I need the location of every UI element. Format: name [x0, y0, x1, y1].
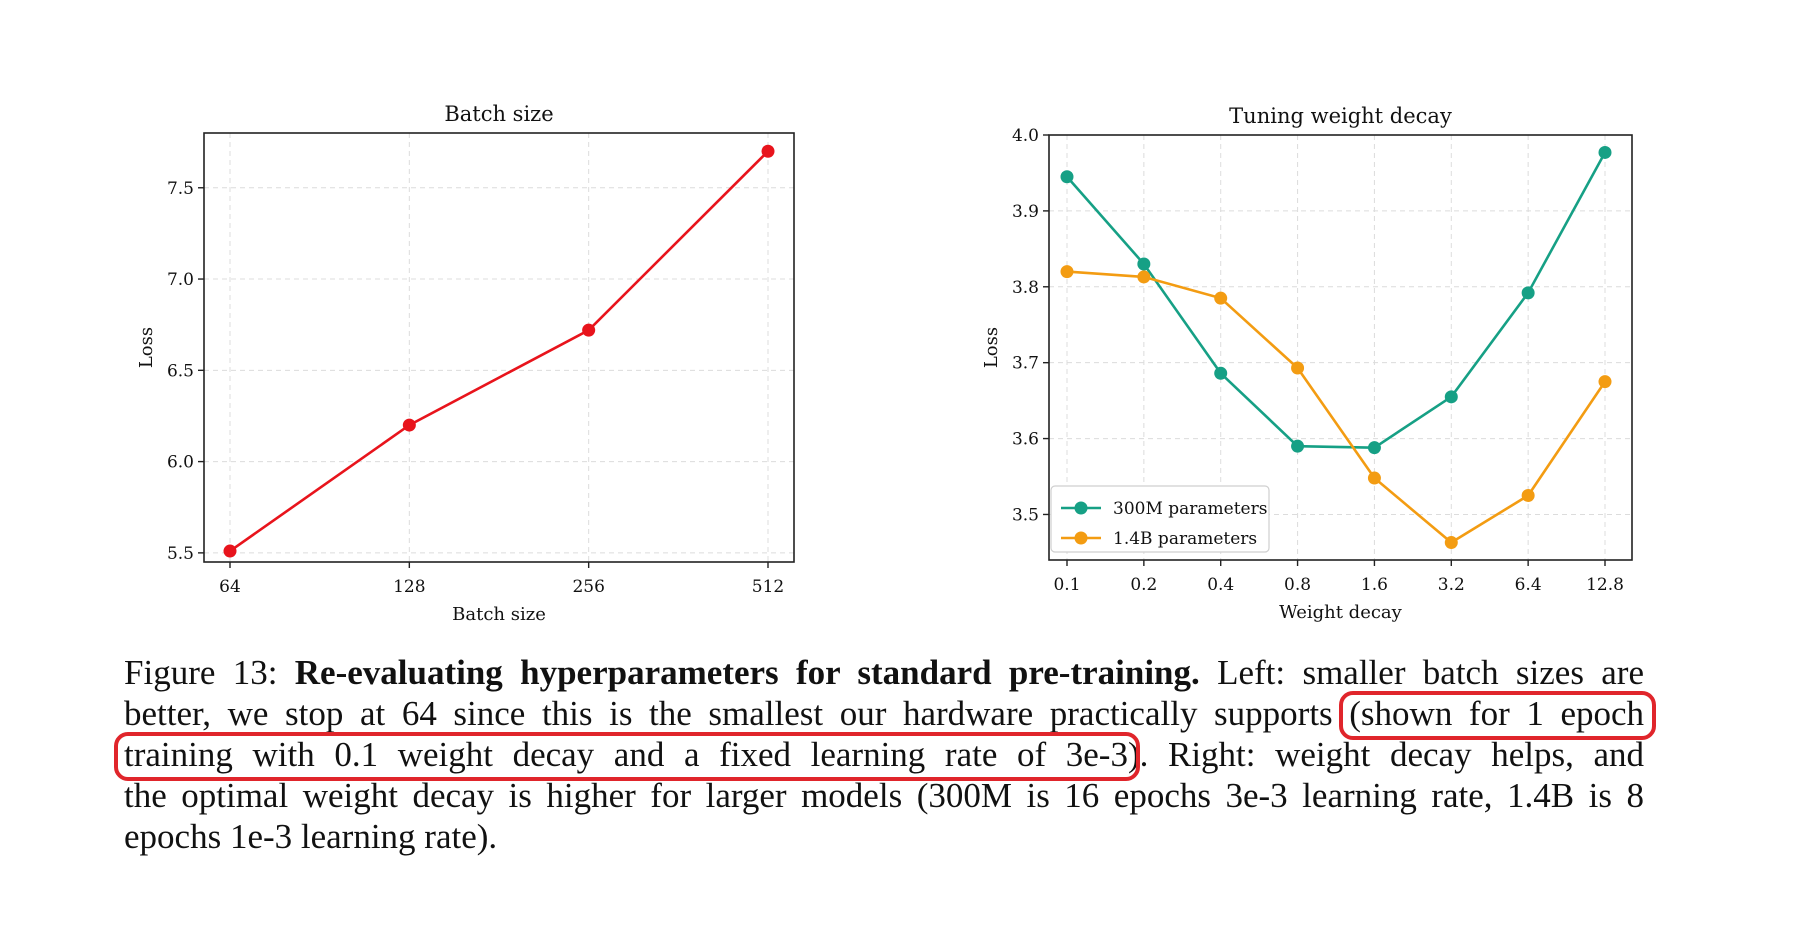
caption-bold-title: Re-evaluating hyperparameters for standa…	[294, 653, 1200, 692]
chart-title: Tuning weight decay	[1229, 104, 1452, 128]
y-tick-label: 3.8	[1012, 278, 1039, 298]
data-point	[1060, 265, 1074, 279]
caption-text: epochs 1e-3 learning rate).	[124, 817, 498, 856]
x-tick-label: 256	[572, 577, 604, 597]
x-tick-label: 128	[393, 577, 425, 597]
data-point	[1521, 488, 1535, 502]
weight-decay-chart: 0.1 0.2 0.4 0.8 1.6 3.2 6.4 12.8 3.5 3.6 3.7 3.8 3.9…	[981, 104, 1633, 623]
data-point	[223, 544, 237, 558]
x-tick-label: 512	[752, 577, 784, 597]
data-point	[1521, 286, 1535, 300]
y-tick-label: 6.5	[167, 361, 194, 381]
caption-text: the optimal weight decay is higher for l…	[124, 776, 1644, 815]
data-point	[1367, 441, 1381, 455]
highlighted-text: training with 0.1 weight decay and a fix…	[124, 735, 1128, 774]
figure-caption: Figure 13: Re-evaluating hyperparameters…	[124, 652, 1644, 857]
x-axis-label: Weight decay	[1279, 602, 1403, 623]
data-point	[1444, 390, 1458, 404]
caption-text: Left: smaller batch sizes are	[1217, 653, 1644, 692]
data-point	[1598, 145, 1612, 159]
y-tick-label: 6.0	[167, 453, 194, 473]
x-tick-label: 64	[219, 577, 241, 597]
y-axis-label: Loss	[136, 327, 157, 368]
x-axis-label: Batch size	[452, 604, 546, 625]
series-line	[229, 150, 769, 553]
x-tick-label: 6.4	[1515, 575, 1542, 595]
data-point	[402, 418, 416, 432]
data-point	[1137, 270, 1151, 284]
figure-13-charts: 64 128 256 512 5.5 6.0 6.5 7.0 7.5 Batch size Batc…	[136, 102, 1633, 625]
y-tick-label: 7.5	[167, 179, 194, 199]
x-tick-label: 0.1	[1053, 575, 1080, 595]
legend-marker	[1074, 531, 1088, 545]
y-tick-label: 7.0	[167, 270, 194, 290]
data-point	[1060, 170, 1074, 184]
x-tick-label: 0.2	[1130, 575, 1157, 595]
y-tick-label: 3.9	[1012, 202, 1039, 222]
legend-marker	[1074, 501, 1088, 515]
x-tick-label: 0.4	[1207, 575, 1234, 595]
chart-title: Batch size	[444, 102, 553, 126]
data-point	[1598, 375, 1612, 389]
y-tick-label: 5.5	[167, 544, 194, 564]
x-tick-label: 12.8	[1586, 575, 1624, 595]
plot-frame	[203, 132, 795, 563]
y-axis-label: Loss	[981, 327, 1002, 368]
legend-label: 1.4B parameters	[1113, 529, 1257, 549]
plot-frame	[1048, 134, 1633, 561]
x-tick-label: 0.8	[1284, 575, 1311, 595]
series-line	[1066, 151, 1607, 449]
data-point	[1367, 471, 1381, 485]
data-point	[582, 323, 596, 337]
data-point	[1444, 536, 1458, 550]
caption-text: better, we stop at 64 since this is the …	[124, 694, 1333, 733]
caption-line-4: the optimal weight decay is higher for l…	[124, 775, 1644, 816]
x-tick-label: 1.6	[1361, 575, 1388, 595]
data-point	[1137, 257, 1151, 271]
y-tick-label: 3.5	[1012, 505, 1039, 525]
legend-box	[1050, 485, 1270, 553]
data-point	[1214, 291, 1228, 305]
y-tick-label: 3.7	[1012, 354, 1039, 374]
data-point	[1291, 361, 1305, 375]
data-point	[1291, 439, 1305, 453]
data-point	[1214, 366, 1228, 380]
legend-label: 300M parameters	[1113, 499, 1267, 519]
caption-text: ). Right: weight decay helps, and	[1127, 735, 1644, 774]
figure-label: Figure 13:	[124, 653, 278, 692]
highlighted-text: (shown for 1 epoch	[1349, 694, 1645, 733]
y-tick-label: 4.0	[1012, 126, 1039, 146]
caption-line-1: Figure 13: Re-evaluating hyperparameters…	[124, 652, 1644, 693]
x-tick-label: 3.2	[1438, 575, 1465, 595]
caption-line-5: epochs 1e-3 learning rate).	[124, 816, 1644, 857]
y-tick-label: 3.6	[1012, 430, 1039, 450]
caption-line-2: better, we stop at 64 since this is the …	[124, 693, 1644, 734]
caption-line-3: training with 0.1 weight decay and a fix…	[124, 734, 1644, 775]
batch-size-chart: 64 128 256 512 5.5 6.0 6.5 7.0 7.5 Batch size Batc…	[136, 102, 795, 625]
data-point	[761, 144, 775, 158]
series-line	[1066, 270, 1607, 545]
